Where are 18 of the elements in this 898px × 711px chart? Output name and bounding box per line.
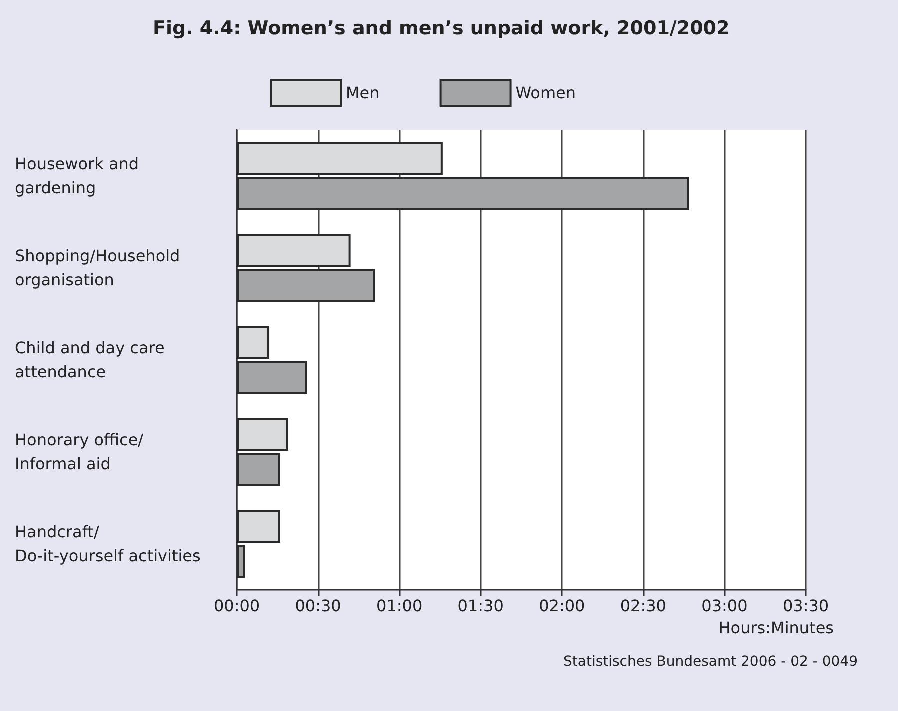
x-tick-label: 03:00	[702, 596, 748, 616]
x-tick-label: 01:30	[458, 596, 504, 616]
x-tick-label: 02:30	[620, 596, 666, 616]
y-tick-label: Honorary office/ Informal aid	[15, 430, 144, 474]
x-tick-label: 01:00	[376, 596, 423, 616]
y-tick-label: Housework and gardening	[15, 154, 140, 198]
chart-title: Fig. 4.4: Women’s and men’s unpaid work, 2001/2002	[153, 18, 730, 40]
y-tick-label: Child and day care attendance	[15, 338, 165, 382]
y-tick-label: Shopping/Household organisation	[15, 246, 180, 290]
text: Statistisches Bundesamt 2006 - 02 - 0049	[563, 654, 858, 670]
legend-label: Men	[346, 84, 380, 102]
x-tick-label: 03:30	[782, 596, 830, 616]
x-tick-label: 00:30	[295, 596, 342, 616]
y-tick-label: Handcraft/ Do-it-yourself activities	[15, 522, 201, 566]
x-tick-label: 02:00	[539, 596, 586, 616]
x-tick-label: 00:00	[214, 596, 260, 616]
x-axis-title: Hours:Minutes	[718, 618, 834, 638]
legend-label: Women	[516, 84, 576, 102]
